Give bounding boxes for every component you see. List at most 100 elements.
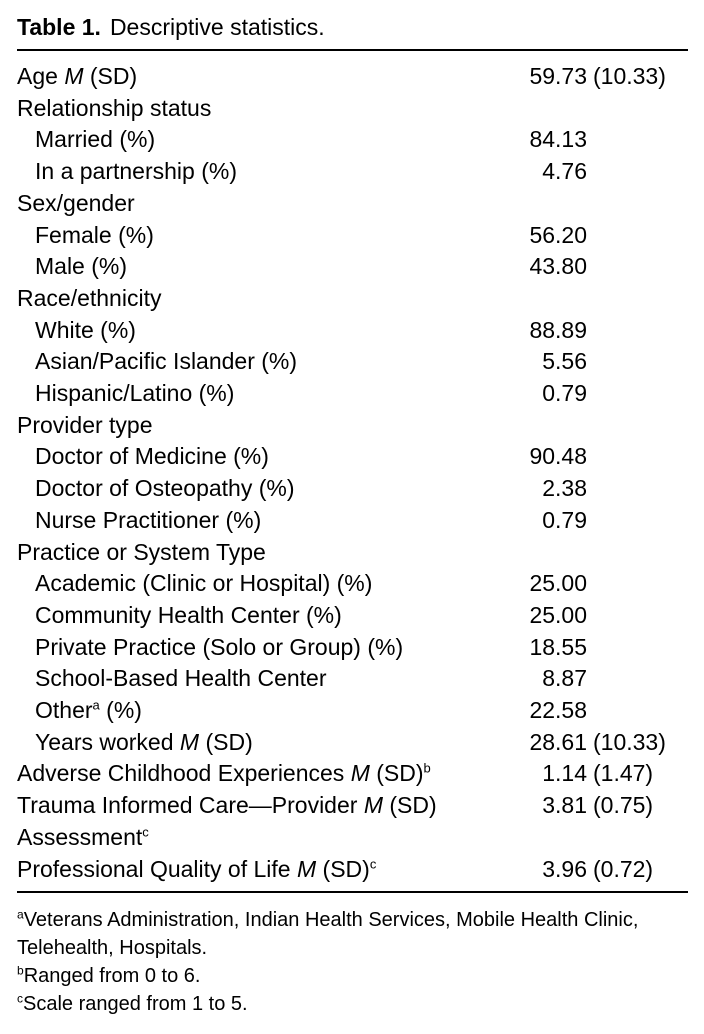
footnote-text: Scale ranged from 1 to 5. xyxy=(23,993,248,1016)
row-label: White (%) xyxy=(17,315,497,347)
table-row: Married (%) 84.13 xyxy=(17,124,688,156)
row-label: Years worked M (SD) xyxy=(17,727,497,759)
row-value: 1.14 xyxy=(542,760,587,787)
label-text: Asian/Pacific Islander (%) xyxy=(35,348,298,375)
table-number: Table 1. xyxy=(17,14,101,40)
label-text: Doctor of Medicine (%) xyxy=(35,443,269,470)
superscript-marker: c xyxy=(142,824,149,840)
row-value-sd: (10.33) xyxy=(593,728,666,755)
label-text: In a partnership (%) xyxy=(35,158,237,185)
label-text: Community Health Center (%) xyxy=(35,601,342,628)
row-value-sd: (10.33) xyxy=(593,63,666,89)
table-body: Age M (SD) 59.73 (10.33) Relationship st… xyxy=(17,51,688,891)
label-text: White (%) xyxy=(35,316,136,343)
row-value: 3.96 xyxy=(542,855,587,882)
label-text: Relationship status xyxy=(17,94,212,121)
row-value: 90.48 xyxy=(529,443,587,470)
row-value-sd: (1.47) xyxy=(593,760,654,787)
label-text: (SD) xyxy=(83,63,138,89)
row-label: Trauma Informed Care—Provider M (SD) xyxy=(17,790,497,822)
label-text: Years worked xyxy=(35,728,180,755)
table-row: Asian/Pacific Islander (%) 5.56 xyxy=(17,346,688,378)
superscript-marker: c xyxy=(369,855,377,871)
row-value: 3.81 xyxy=(542,792,587,819)
label-text: Female (%) xyxy=(35,221,154,248)
row-label: Assessmentc xyxy=(17,822,497,854)
row-value-sd: (0.72) xyxy=(593,855,654,882)
italic-stat-symbol: M xyxy=(296,855,317,882)
table-row: Race/ethnicity xyxy=(17,283,688,315)
row-label: Female (%) xyxy=(17,220,497,252)
row-label: Professional Quality of Life M (SD)c xyxy=(17,854,497,886)
table-row: Academic (Clinic or Hospital) (%) 25.00 xyxy=(17,568,688,600)
row-label: School-Based Health Center xyxy=(17,663,497,695)
label-text: Professional Quality of Life xyxy=(17,855,297,882)
label-text: Age xyxy=(17,63,65,89)
row-value: 5.56 xyxy=(542,348,587,375)
footnote-text: Ranged from 0 to 6. xyxy=(23,965,201,988)
table-caption: Descriptive statistics. xyxy=(109,14,325,40)
footnote: bRanged from 0 to 6. xyxy=(17,962,688,990)
row-label: Race/ethnicity xyxy=(17,283,497,315)
label-text: Doctor of Osteopathy (%) xyxy=(35,475,295,502)
table-bottom-rule xyxy=(17,891,688,894)
table-row: Adverse Childhood Experiences M (SD)b 1.… xyxy=(17,758,688,790)
label-text: (SD) xyxy=(199,728,253,755)
italic-stat-symbol: M xyxy=(64,63,84,89)
label-text: Adverse Childhood Experiences xyxy=(17,760,351,787)
italic-stat-symbol: M xyxy=(179,728,200,755)
table-row: White (%) 88.89 xyxy=(17,315,688,347)
label-text: Provider type xyxy=(17,411,153,438)
label-text: Other xyxy=(35,697,93,724)
row-label: Married (%) xyxy=(17,124,497,156)
row-label: Relationship status xyxy=(17,93,497,125)
label-text: Private Practice (Solo or Group) (%) xyxy=(35,633,404,660)
footnote: aVeterans Administration, Indian Health … xyxy=(17,906,688,962)
row-label: Practice or System Type xyxy=(17,537,497,569)
row-value: 56.20 xyxy=(529,221,587,248)
table-footnotes: aVeterans Administration, Indian Health … xyxy=(17,906,688,1018)
label-text: (SD) xyxy=(369,760,424,787)
table-row: Professional Quality of Life M (SD)c 3.9… xyxy=(17,854,688,886)
row-label: Sex/gender xyxy=(17,188,497,220)
table-top-rule xyxy=(17,49,688,51)
row-value: 0.79 xyxy=(542,506,587,533)
row-value: 18.55 xyxy=(529,633,587,660)
label-text: Nurse Practitioner (%) xyxy=(35,506,262,533)
row-label: Male (%) xyxy=(17,251,497,283)
row-value: 28.61 xyxy=(529,728,587,755)
table-row: Othera (%) 22.58 xyxy=(17,695,688,727)
row-label: Othera (%) xyxy=(17,695,497,727)
label-text: Race/ethnicity xyxy=(17,284,162,311)
row-label: Asian/Pacific Islander (%) xyxy=(17,346,497,378)
table-row: Doctor of Osteopathy (%) 2.38 xyxy=(17,473,688,505)
label-text: Assessment xyxy=(17,823,143,850)
row-value: 25.00 xyxy=(529,570,587,597)
table-row: Practice or System Type xyxy=(17,537,688,569)
row-label: Nurse Practitioner (%) xyxy=(17,505,497,537)
label-text: Trauma Informed Care—Provider xyxy=(17,792,364,819)
table-row: Sex/gender xyxy=(17,188,688,220)
italic-stat-symbol: M xyxy=(350,760,370,787)
table-row: Age M (SD) 59.73 (10.33) xyxy=(17,61,688,93)
footnote-marker: c xyxy=(17,991,23,1006)
row-label: Community Health Center (%) xyxy=(17,600,497,632)
table-row: Years worked M (SD) 28.61 (10.33) xyxy=(17,727,688,759)
label-text: (SD) xyxy=(316,855,370,882)
superscript-marker: b xyxy=(423,760,431,776)
italic-stat-symbol: M xyxy=(363,792,383,819)
label-text: Married (%) xyxy=(35,126,156,153)
row-value: 4.76 xyxy=(542,158,587,185)
row-label: Age M (SD) xyxy=(17,61,497,93)
row-label: Doctor of Medicine (%) xyxy=(17,441,497,473)
row-label: Provider type xyxy=(17,410,497,442)
row-label: In a partnership (%) xyxy=(17,156,497,188)
row-value: 43.80 xyxy=(529,253,587,280)
row-value: 2.38 xyxy=(542,475,587,502)
footnote-marker: a xyxy=(17,907,24,922)
table-row: In a partnership (%) 4.76 xyxy=(17,156,688,188)
table-row: Female (%) 56.20 xyxy=(17,220,688,252)
row-label: Adverse Childhood Experiences M (SD)b xyxy=(17,758,497,790)
label-text: Practice or System Type xyxy=(17,538,266,565)
